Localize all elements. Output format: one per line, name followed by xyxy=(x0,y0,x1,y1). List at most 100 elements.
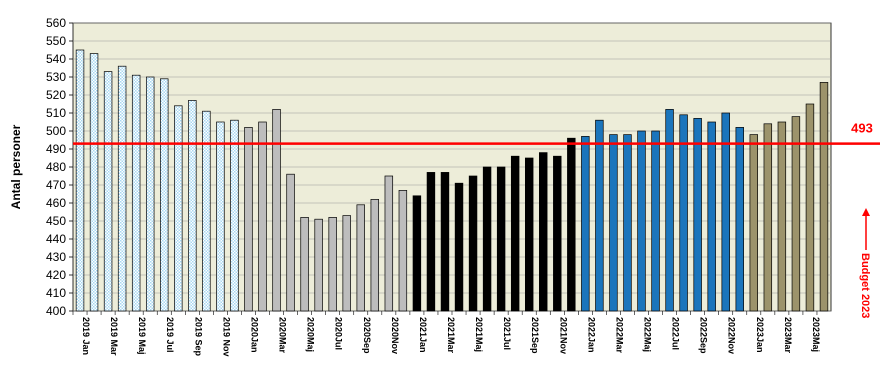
bar-2020feb xyxy=(258,121,267,312)
bar-2022apr xyxy=(623,134,632,312)
bar-2019-maj xyxy=(131,74,141,312)
budget-annotation: Budget 2023 xyxy=(859,208,871,318)
x-tick-label: 2022Jul xyxy=(671,317,681,350)
bar-2022jun xyxy=(651,130,660,312)
bar-2020jan xyxy=(244,127,253,312)
bar-2021sep xyxy=(524,157,534,312)
x-tick-label: 2020Nov xyxy=(390,317,400,354)
x-tick-label: 2020Jul xyxy=(334,317,344,350)
bar-2022okt xyxy=(707,121,716,312)
bar-2019-jul xyxy=(160,78,169,312)
bar-2019-mar xyxy=(103,71,113,312)
bar-2019-sep xyxy=(188,100,197,312)
y-tick-label: 400 xyxy=(46,304,66,318)
bar-2021nov xyxy=(553,155,562,312)
bar-2023apr xyxy=(791,116,801,312)
bar-2019-jan xyxy=(75,49,85,312)
bar-2019-aug xyxy=(174,105,183,312)
x-tick-label: 2020Sep xyxy=(362,317,372,354)
bar-2019-nov xyxy=(216,121,225,312)
bar-2019-jun xyxy=(145,76,155,312)
bar-2021okt xyxy=(539,152,548,312)
bar-2023maj xyxy=(805,103,815,312)
bars xyxy=(75,49,829,312)
y-tick-label: 450 xyxy=(46,214,66,228)
y-tick-label: 520 xyxy=(46,88,66,102)
bar-2023jan xyxy=(749,134,759,312)
y-tick-label: 550 xyxy=(46,34,66,48)
x-tick-label: 2021Mar xyxy=(446,317,456,354)
bar-2020jun xyxy=(314,218,323,312)
bar-2021jun xyxy=(482,166,492,312)
bar-2023feb xyxy=(763,123,773,312)
x-axis-ticks: 2019 Jan 2019 Mar 2019 Maj 2019 Jul 2019 Sep… xyxy=(72,311,821,357)
bar-2021maj xyxy=(468,175,478,312)
x-tick-label: 2021Jul xyxy=(502,317,512,350)
bar-2022mar xyxy=(609,134,618,312)
x-tick-label: 2019 Mar xyxy=(109,317,119,356)
y-tick-label: 420 xyxy=(46,268,66,282)
bar-2022nov xyxy=(721,112,730,312)
x-tick-label: 2019 Maj xyxy=(137,317,147,355)
x-tick-label: 2023Mar xyxy=(783,317,793,354)
x-tick-label: 2019 Nov xyxy=(221,317,231,357)
y-tick-label: 560 xyxy=(46,16,66,30)
x-tick-label: 2020Mar xyxy=(278,317,288,354)
x-tick-label: 2019 Jul xyxy=(165,317,175,353)
bar-2021mar xyxy=(440,172,450,312)
bar-2020apr xyxy=(286,173,295,312)
y-tick-label: 410 xyxy=(46,286,66,300)
bar-2019-apr xyxy=(117,65,127,312)
y-tick-label: 430 xyxy=(46,250,66,264)
x-tick-label: 2021Sep xyxy=(530,317,540,354)
bar-2021aug xyxy=(510,155,520,312)
bar-2021jan xyxy=(412,195,422,312)
y-tick-label: 500 xyxy=(46,124,66,138)
budget-annotation-label: Budget 2023 xyxy=(859,253,871,318)
y-tick-label: 440 xyxy=(46,232,66,246)
bar-2020sep xyxy=(356,204,365,312)
y-tick-label: 510 xyxy=(46,106,66,120)
budget-arrow-icon xyxy=(862,208,870,216)
bar-2022jan xyxy=(581,136,590,312)
bar-2019-feb xyxy=(89,53,99,312)
y-axis-label: Antal personer xyxy=(9,124,23,209)
bar-2023jun xyxy=(819,82,829,312)
bar-2020nov xyxy=(384,175,394,312)
y-tick-label: 480 xyxy=(46,160,66,174)
bar-2020okt xyxy=(370,199,380,312)
y-tick-label: 540 xyxy=(46,52,66,66)
x-tick-label: 2019 Jan xyxy=(81,317,91,355)
y-axis-ticks: 400 410 420 430 440 450 460 470 480 490 500 510 520 5… xyxy=(46,16,73,318)
budget-line-group: 493 Budget 2023 xyxy=(73,121,880,318)
x-tick-label: 2022Maj xyxy=(643,317,653,352)
bar-2020jul xyxy=(328,217,337,312)
y-tick-label: 470 xyxy=(46,178,66,192)
bar-2019-dec xyxy=(230,119,239,312)
bar-2021jul xyxy=(496,166,506,312)
y-tick-label: 460 xyxy=(46,196,66,210)
x-tick-label: 2022Mar xyxy=(614,317,624,354)
bar-2021dec xyxy=(567,137,576,312)
bar-2020dec xyxy=(398,190,408,312)
x-tick-label: 2021Jan xyxy=(418,317,428,353)
y-tick-label: 530 xyxy=(46,70,66,84)
bar-2022jul xyxy=(665,109,674,312)
y-tick-label: 490 xyxy=(46,142,66,156)
bar-2022aug xyxy=(679,114,688,312)
bar-2020maj xyxy=(300,217,309,312)
bar-2022maj xyxy=(637,130,646,312)
x-tick-label: 2022Sep xyxy=(699,317,709,354)
gridlines xyxy=(73,22,831,312)
x-tick-label: 2021Maj xyxy=(474,317,484,352)
bar-2021apr xyxy=(454,182,464,312)
bar-2022dec xyxy=(735,127,744,312)
bar-2020aug xyxy=(342,215,351,312)
bar-2022feb xyxy=(595,119,604,312)
x-tick-label: 2022Jan xyxy=(586,317,596,353)
x-tick-label: 2020Maj xyxy=(306,317,316,352)
bar-2019-okt xyxy=(202,110,211,312)
bar-2021feb xyxy=(426,172,436,312)
